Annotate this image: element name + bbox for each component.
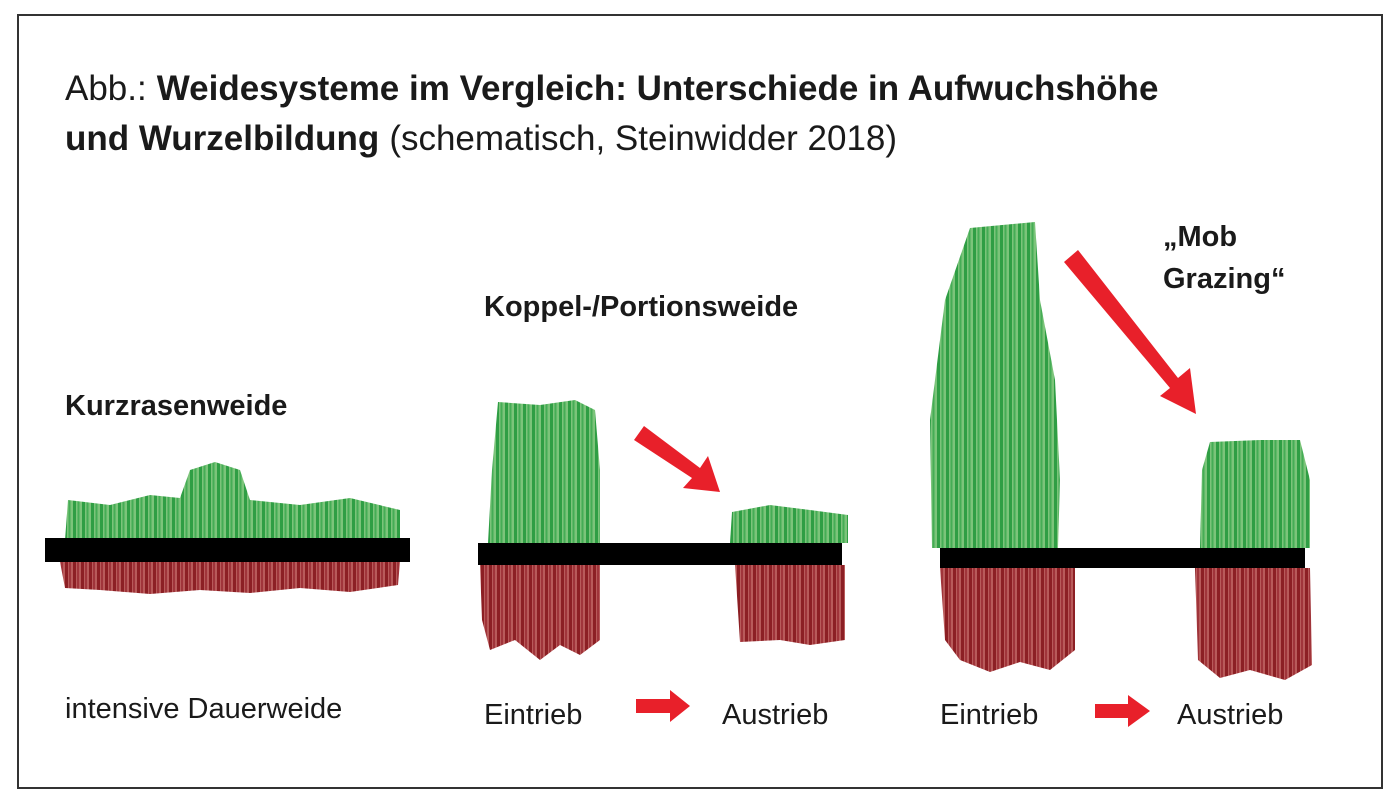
title-bold: Weidesysteme im Vergleich: Unterschiede … [157, 69, 1159, 108]
arrow [1064, 250, 1196, 414]
roots [60, 562, 400, 594]
panel-title: „Mob Grazing“ [1163, 221, 1285, 295]
title-line: Abb.: Weidesysteme im Vergleich: Untersch… [65, 69, 1158, 108]
title-bold: und Wurzelbildung [65, 119, 379, 158]
grass [730, 505, 848, 543]
arrow [636, 690, 690, 722]
grass [1200, 440, 1310, 548]
title-prefix: Abb.: [65, 69, 147, 108]
panel-title: Kurzrasenweide [65, 390, 287, 422]
title-line: Grazing“ [1163, 263, 1285, 295]
title-line: „Mob [1163, 221, 1237, 253]
caption: intensive Dauerweide [65, 693, 342, 725]
ground-bar [478, 543, 842, 565]
panel: „Mob Grazing“ Eintrieb Austrieb [930, 221, 1312, 731]
panel-title: Koppel-/Portionsweide [484, 291, 798, 323]
panel: Kurzrasenweide intensive Dauerweide [45, 390, 410, 725]
panel: Koppel-/Portionsweide Eintrieb Austrieb [478, 291, 848, 731]
grass [930, 222, 1060, 548]
roots [940, 568, 1075, 672]
roots [735, 565, 845, 645]
title-line: und Wurzelbildung (schematisch, Steinwidd… [65, 119, 897, 158]
frame [17, 14, 1383, 789]
ground-bar [940, 548, 1305, 568]
grass [65, 462, 400, 540]
arrow [634, 426, 720, 492]
caption: Eintrieb [484, 699, 582, 731]
title-note: (schematisch, Steinwidder 2018) [389, 119, 897, 158]
roots [480, 565, 600, 660]
roots [1195, 568, 1312, 680]
arrow [1095, 695, 1150, 727]
caption: Austrieb [1177, 699, 1283, 731]
grass [488, 400, 600, 543]
caption: Eintrieb [940, 699, 1038, 731]
ground-bar [45, 538, 410, 562]
caption: Austrieb [722, 699, 828, 731]
